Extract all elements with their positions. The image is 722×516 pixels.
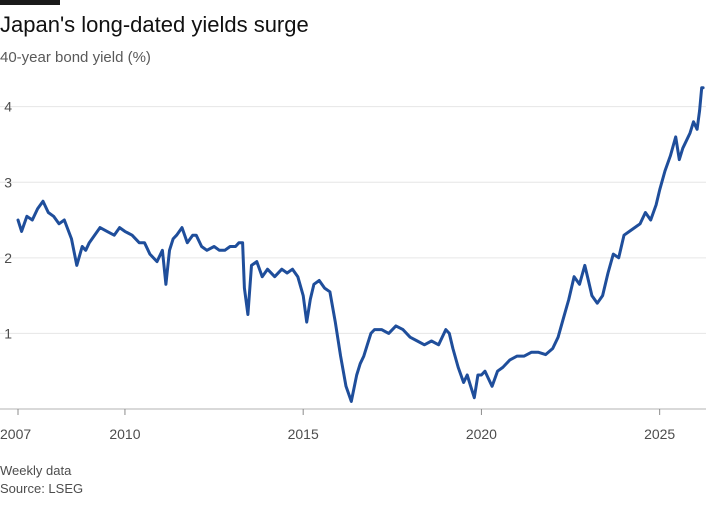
source-note: Source: LSEG [0, 481, 84, 496]
chart-subtitle: 40-year bond yield (%) [0, 49, 151, 66]
y-tick-label-3: 3 [4, 174, 12, 190]
data-note: Weekly data [0, 463, 72, 478]
chart-title: Japan's long-dated yields surge [0, 12, 309, 37]
y-tick-label-2: 2 [4, 250, 12, 266]
x-tick-label-2025: 2025 [644, 426, 675, 442]
y-tick-label-1: 1 [4, 325, 12, 341]
x-tick-labels: 2007 2010 2015 2020 2025 [0, 426, 675, 442]
y-axis: 1 2 3 4 [4, 99, 12, 342]
x-axis [0, 408, 706, 415]
series-layer [16, 86, 705, 403]
x-tick-label-2007: 2007 [0, 426, 31, 442]
y-tick-label-4: 4 [4, 99, 12, 115]
footer: Weekly data Source: LSEG [0, 462, 83, 498]
x-tick-label-2015: 2015 [288, 426, 319, 442]
x-tick-label-2010: 2010 [109, 426, 140, 442]
series-line-1 [16, 86, 705, 403]
grid-lines [0, 106, 706, 334]
x-tick-label-2020: 2020 [466, 426, 497, 442]
brand-bar [0, 0, 60, 5]
